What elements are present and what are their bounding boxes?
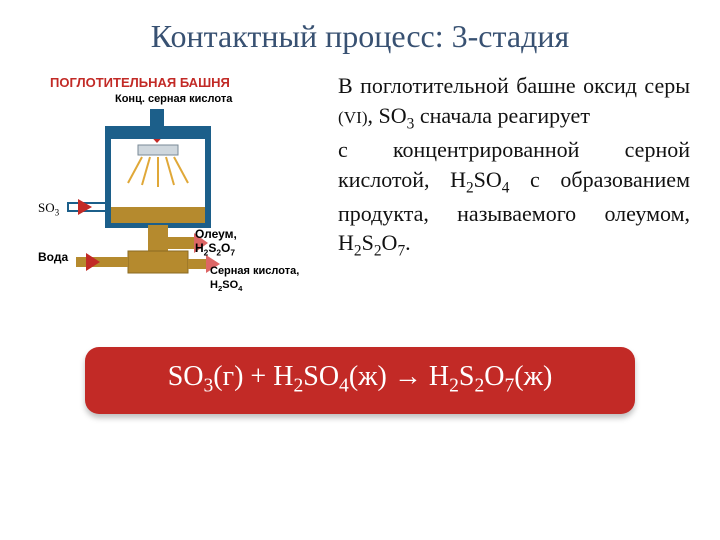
oleum-outlet-label: Олеум, H2S2O7 [195, 227, 237, 258]
water-inlet-label: Вода [38, 250, 68, 264]
reaction-equation: SO3(г) + H2SO4(ж) → H2S2O7(ж) [85, 347, 635, 414]
content-row: ПОГЛОТИТЕЛЬНАЯ БАШНЯ Конц. серная кислот… [0, 65, 720, 325]
page-title: Контактный процесс: 3-стадия [0, 0, 720, 65]
so3-inlet-label: SO3 [38, 200, 59, 218]
acid-outlet-label: Серная кислота, H2SO4 [210, 265, 299, 294]
description-text: В поглотительной башне оксид серы (VI), … [320, 65, 690, 325]
absorption-tower-diagram: ПОГЛОТИТЕЛЬНАЯ БАШНЯ Конц. серная кислот… [20, 65, 320, 325]
